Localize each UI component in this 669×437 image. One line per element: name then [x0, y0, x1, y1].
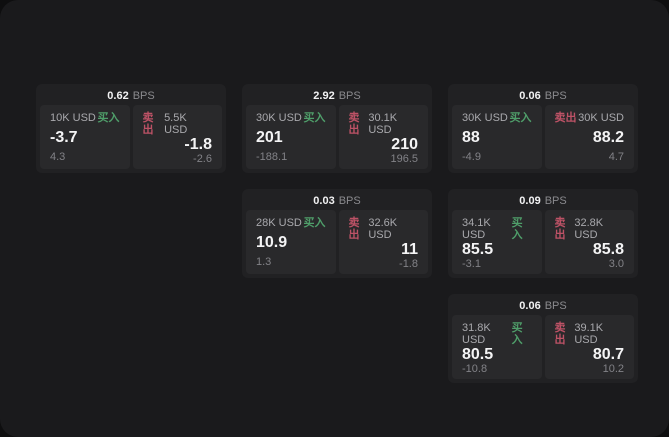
sell-price: 11	[401, 241, 418, 258]
sell-button[interactable]: 卖出	[348, 112, 360, 136]
sell-price: 80.7	[592, 346, 624, 363]
sell-amount: 5.5K USD	[164, 112, 188, 136]
bps-value: 0.09	[519, 195, 541, 207]
bps-header: 0.03 BPS	[246, 192, 428, 210]
buy-price: 201	[256, 129, 283, 146]
buy-amount: 28K USD	[256, 217, 302, 229]
sell-change: 196.5	[390, 153, 418, 165]
buy-amount: 30K USD	[256, 112, 302, 124]
quote-card-4: 0.03 BPS 28K USD 买入 10.9 1.3 卖出 32.6K US…	[242, 189, 432, 278]
sell-quote-panel[interactable]: 卖出 32.6K USD 11 -1.8	[338, 210, 428, 274]
quote-panels: 30K USD 买入 201 -188.1 卖出 30.1K USD 210 1…	[246, 105, 428, 169]
buy-amount: 30K USD	[462, 112, 508, 124]
buy-price: 85.5	[462, 241, 494, 258]
bps-header: 0.06 BPS	[452, 87, 634, 105]
sell-amount: 30K USD	[578, 112, 624, 124]
sell-button[interactable]: 卖出	[554, 217, 566, 241]
sell-quote-panel[interactable]: 卖出 30K USD 88.2 4.7	[544, 105, 634, 169]
sell-change: -1.8	[399, 258, 418, 270]
quote-card-6: 0.06 BPS 31.8K USD 买入 80.5 -10.8 卖出 39.1…	[448, 294, 638, 383]
buy-quote-panel[interactable]: 30K USD 买入 201 -188.1	[246, 105, 336, 169]
sell-change: 4.7	[608, 151, 624, 163]
sell-button[interactable]: 卖出	[554, 112, 577, 124]
quote-card-1: 0.62 BPS 10K USD 买入 -3.7 4.3 卖出 5.5K USD	[36, 84, 226, 173]
sell-change: 3.0	[608, 258, 624, 270]
buy-button[interactable]: 买入	[511, 217, 523, 241]
bps-unit-label: BPS	[132, 90, 155, 102]
sell-amount: 39.1K USD	[574, 322, 604, 346]
sell-quote-panel[interactable]: 卖出 32.8K USD 85.8 3.0	[544, 210, 634, 274]
sell-amount: 32.6K USD	[368, 217, 398, 241]
buy-change: -4.9	[462, 151, 481, 163]
buy-change: -3.1	[462, 258, 481, 270]
buy-button[interactable]: 买入	[97, 112, 120, 124]
sell-price: 210	[391, 136, 418, 153]
buy-change: 1.3	[256, 256, 272, 268]
buy-price: 80.5	[462, 346, 494, 363]
sell-change: -2.6	[193, 153, 212, 165]
buy-change: -188.1	[256, 151, 288, 163]
sell-button[interactable]: 卖出	[348, 217, 360, 241]
bps-value: 2.92	[313, 90, 335, 102]
sell-quote-panel[interactable]: 卖出 39.1K USD 80.7 10.2	[544, 315, 634, 379]
quote-card-3: 0.06 BPS 30K USD 买入 88 -4.9 卖出 30K USD	[448, 84, 638, 173]
bps-value: 0.03	[313, 195, 335, 207]
bps-header: 2.92 BPS	[246, 87, 428, 105]
bps-value: 0.62	[107, 90, 129, 102]
buy-quote-panel[interactable]: 10K USD 买入 -3.7 4.3	[40, 105, 130, 169]
bps-header: 0.09 BPS	[452, 192, 634, 210]
sell-price: 88.2	[592, 129, 624, 146]
quote-panels: 34.1K USD 买入 85.5 -3.1 卖出 32.8K USD 85.8…	[452, 210, 634, 274]
bps-unit-label: BPS	[544, 195, 567, 207]
bps-header: 0.06 BPS	[452, 297, 634, 315]
quote-card-5: 0.09 BPS 34.1K USD 买入 85.5 -3.1 卖出 32.8K…	[448, 189, 638, 278]
sell-price: 85.8	[592, 241, 624, 258]
sell-button[interactable]: 卖出	[142, 112, 154, 136]
buy-amount: 10K USD	[50, 112, 96, 124]
buy-amount: 34.1K USD	[462, 217, 491, 241]
quote-card-2: 2.92 BPS 30K USD 买入 201 -188.1 卖出 30.1K …	[242, 84, 432, 173]
bps-unit-label: BPS	[544, 90, 567, 102]
buy-quote-panel[interactable]: 28K USD 买入 10.9 1.3	[246, 210, 336, 274]
buy-quote-panel[interactable]: 34.1K USD 买入 85.5 -3.1	[452, 210, 542, 274]
sell-quote-panel[interactable]: 卖出 5.5K USD -1.8 -2.6	[132, 105, 222, 169]
buy-button[interactable]: 买入	[511, 322, 523, 346]
buy-price: -3.7	[50, 129, 78, 146]
bps-value: 0.06	[519, 90, 541, 102]
buy-quote-panel[interactable]: 31.8K USD 买入 80.5 -10.8	[452, 315, 542, 379]
sell-price: -1.8	[184, 136, 212, 153]
sell-amount: 30.1K USD	[368, 112, 398, 136]
bps-unit-label: BPS	[544, 300, 567, 312]
buy-quote-panel[interactable]: 30K USD 买入 88 -4.9	[452, 105, 542, 169]
buy-change: 4.3	[50, 151, 66, 163]
buy-price: 88	[462, 129, 480, 146]
bps-unit-label: BPS	[338, 195, 361, 207]
buy-amount: 31.8K USD	[462, 322, 491, 346]
quote-panels: 10K USD 买入 -3.7 4.3 卖出 5.5K USD -1.8 -2.…	[40, 105, 222, 169]
quote-card-grid: 0.62 BPS 10K USD 买入 -3.7 4.3 卖出 5.5K USD	[36, 84, 638, 383]
sell-change: 10.2	[602, 363, 624, 375]
bps-unit-label: BPS	[338, 90, 361, 102]
buy-button[interactable]: 买入	[303, 217, 326, 229]
buy-button[interactable]: 买入	[509, 112, 532, 124]
quote-panels: 30K USD 买入 88 -4.9 卖出 30K USD 88.2 4.7	[452, 105, 634, 169]
bps-header: 0.62 BPS	[40, 87, 222, 105]
buy-button[interactable]: 买入	[303, 112, 326, 124]
buy-price: 10.9	[256, 234, 288, 251]
sell-button[interactable]: 卖出	[554, 322, 566, 346]
bps-value: 0.06	[519, 300, 541, 312]
sell-amount: 32.8K USD	[574, 217, 604, 241]
buy-change: -10.8	[462, 363, 488, 375]
sell-quote-panel[interactable]: 卖出 30.1K USD 210 196.5	[338, 105, 428, 169]
quote-panels: 31.8K USD 买入 80.5 -10.8 卖出 39.1K USD 80.…	[452, 315, 634, 379]
quote-panels: 28K USD 买入 10.9 1.3 卖出 32.6K USD 11 -1.8	[246, 210, 428, 274]
